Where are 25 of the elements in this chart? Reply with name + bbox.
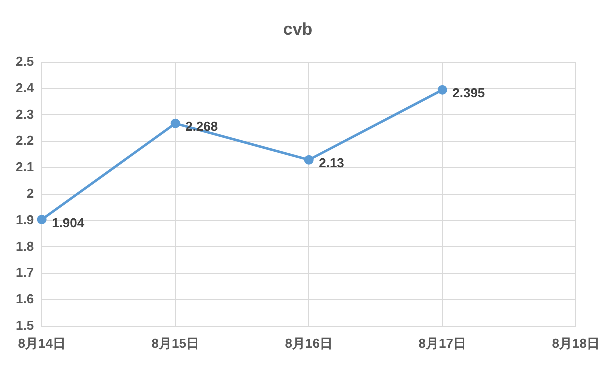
x-tick-label: 8月14日 (18, 336, 66, 351)
data-label: 2.395 (452, 86, 486, 101)
x-tick-label: 8月17日 (418, 336, 466, 351)
y-tick-label: 2.2 (16, 133, 34, 148)
y-tick-label: 2.4 (16, 80, 35, 96)
y-tick-label: 2.3 (16, 106, 34, 122)
y-tick-label: 1.8 (16, 238, 34, 254)
data-label: 2.268 (186, 119, 218, 134)
y-tick-label: 1.5 (16, 318, 34, 333)
point (438, 85, 448, 95)
data-label: 1.904 (52, 215, 86, 230)
point (170, 118, 180, 128)
x-tick-label: 8月15日 (152, 336, 200, 351)
y-tick-label: 1.6 (16, 292, 34, 307)
x-tick-label: 8月16日 (285, 336, 333, 351)
point (37, 214, 47, 224)
chart-title: cvb (283, 20, 313, 39)
y-tick-label: 2.5 (16, 54, 34, 69)
y-tick-label: 1.7 (16, 265, 34, 280)
point (304, 155, 314, 165)
y-tick-label: 1.9 (16, 212, 34, 228)
data-label: 2.13 (319, 156, 344, 171)
x-tick-label: 8月18日 (552, 336, 600, 351)
y-tick-label: 2.1 (16, 160, 34, 175)
y-tick-label: 2 (26, 186, 34, 201)
